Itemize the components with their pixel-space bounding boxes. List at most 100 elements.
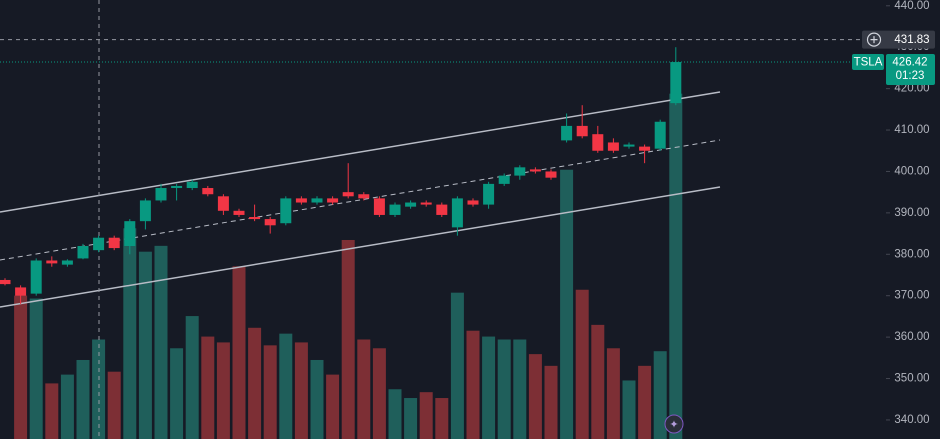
volume-bar bbox=[60, 374, 74, 439]
y-tick-label: 350.00 bbox=[894, 373, 929, 385]
volume-bar bbox=[419, 392, 433, 439]
volume-bar bbox=[123, 228, 137, 439]
volume-bar bbox=[45, 383, 59, 439]
channel-middle bbox=[0, 139, 721, 261]
volume-bar bbox=[154, 245, 168, 439]
candle-body bbox=[124, 221, 136, 247]
volume-bar bbox=[591, 324, 605, 439]
candle-body bbox=[264, 219, 276, 226]
candle-body bbox=[436, 204, 448, 215]
candle-body bbox=[405, 202, 417, 207]
assistant-icon[interactable] bbox=[664, 414, 684, 434]
volume-bar bbox=[622, 380, 636, 439]
candle-body bbox=[623, 144, 635, 147]
volume-bar bbox=[544, 365, 558, 439]
last-price-label: 426.42 bbox=[892, 57, 927, 69]
y-tick-label: 390.00 bbox=[894, 207, 929, 219]
volume-bar bbox=[107, 371, 121, 439]
candle-body bbox=[592, 134, 604, 151]
volume-bar bbox=[170, 348, 184, 439]
candle-body bbox=[155, 188, 167, 201]
volume-bar bbox=[513, 339, 527, 439]
volume-bar bbox=[216, 342, 230, 439]
add-alert-plus bbox=[870, 36, 878, 44]
price-axis: 340.00 350.00 360.00 370.00 380.00 390.00 400.… bbox=[886, 0, 930, 426]
candle-body bbox=[358, 194, 370, 199]
y-tick-label: 340.00 bbox=[894, 414, 929, 426]
volume-bar bbox=[76, 359, 90, 439]
candle-body bbox=[249, 217, 261, 220]
candle-body bbox=[529, 169, 541, 172]
volume-bar bbox=[341, 239, 355, 439]
countdown-label: 01:23 bbox=[896, 70, 925, 82]
candle-body bbox=[451, 198, 463, 228]
candle-body bbox=[561, 125, 573, 141]
candle-body bbox=[498, 175, 510, 184]
y-tick-label: 380.00 bbox=[894, 248, 929, 260]
volume-bar bbox=[263, 345, 277, 439]
volume-bar bbox=[232, 266, 246, 439]
volume-bar bbox=[294, 342, 308, 439]
y-tick-label: 420.00 bbox=[894, 83, 929, 95]
candle-body bbox=[467, 200, 479, 205]
symbol-label: TSLA bbox=[854, 57, 883, 69]
volume-bar bbox=[497, 339, 511, 439]
volume-bar bbox=[606, 348, 620, 439]
candle-body bbox=[202, 188, 214, 195]
y-tick-label: 400.00 bbox=[894, 165, 929, 177]
volume-layer bbox=[14, 93, 683, 439]
candle-body bbox=[186, 181, 198, 189]
candle-body bbox=[46, 260, 58, 264]
candle-body bbox=[670, 62, 682, 104]
candle-body bbox=[483, 183, 495, 205]
volume-bar bbox=[326, 374, 340, 439]
volume-bar bbox=[482, 336, 496, 439]
volume-bar bbox=[669, 93, 683, 439]
volume-bar bbox=[92, 339, 106, 439]
volume-bar bbox=[29, 298, 43, 439]
candle-body bbox=[93, 237, 105, 251]
candle-body bbox=[61, 260, 73, 265]
volume-bar bbox=[201, 336, 215, 439]
candle-body bbox=[15, 287, 27, 296]
candle-body bbox=[576, 125, 588, 137]
channel-upper bbox=[0, 91, 721, 213]
candle-body bbox=[280, 198, 292, 224]
y-tick-label: 360.00 bbox=[894, 331, 929, 343]
candle-body bbox=[108, 237, 120, 249]
volume-bar bbox=[14, 295, 28, 439]
volume-bar bbox=[279, 333, 293, 439]
volume-bar bbox=[404, 398, 418, 439]
candle-body bbox=[171, 185, 183, 189]
add-alert-button bbox=[866, 32, 882, 47]
volume-bar bbox=[310, 359, 324, 439]
candle-body bbox=[607, 142, 619, 151]
candle-body bbox=[217, 196, 229, 211]
crosshair-label-box bbox=[862, 30, 935, 49]
volume-bar bbox=[185, 316, 199, 439]
last-price-box bbox=[886, 54, 935, 86]
candle-body bbox=[545, 171, 557, 178]
volume-bar bbox=[575, 289, 589, 439]
candle-body bbox=[342, 192, 354, 197]
channel-lower bbox=[0, 186, 721, 308]
crosshair-price-label: 431.83 bbox=[894, 34, 929, 46]
y-tick-label: 440.00 bbox=[894, 0, 929, 12]
volume-bar bbox=[388, 389, 402, 439]
volume-bar bbox=[450, 292, 464, 439]
volume-bar bbox=[653, 351, 667, 439]
volume-bar bbox=[466, 330, 480, 439]
volume-bar bbox=[357, 339, 371, 439]
candle-body bbox=[389, 204, 401, 215]
candles bbox=[0, 47, 682, 304]
candle-body bbox=[654, 121, 666, 149]
candle-body bbox=[295, 198, 307, 203]
candle-body bbox=[639, 146, 651, 151]
volume-bar bbox=[528, 354, 542, 439]
y-tick-label: 370.00 bbox=[894, 290, 929, 302]
candle-body bbox=[311, 198, 323, 203]
volume-bar bbox=[435, 398, 449, 439]
candle-body bbox=[514, 167, 526, 176]
volume-bar bbox=[248, 327, 262, 439]
